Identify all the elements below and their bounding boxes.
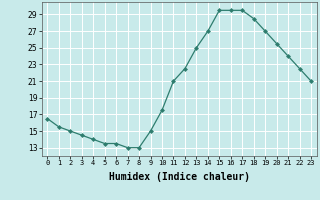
X-axis label: Humidex (Indice chaleur): Humidex (Indice chaleur) [109,172,250,182]
